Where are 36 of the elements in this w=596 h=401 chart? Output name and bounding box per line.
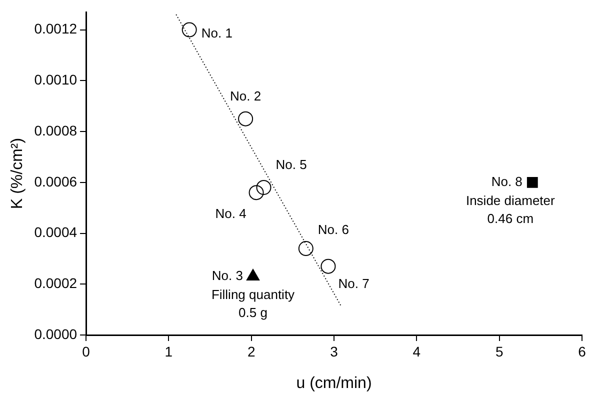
annotation: No. 3 [212,268,243,284]
y-tick-label: 0.0010 [34,72,78,88]
annotation: Filling quantity [211,287,296,302]
point [246,269,260,281]
x-tick-label: 6 [578,343,586,360]
x-tick-label: 1 [164,343,173,360]
annotation: 0.46 cm [487,210,534,226]
point [256,180,272,195]
y-tick-label: 0.0006 [34,173,78,190]
y-tick-label: 0.0000 [34,326,78,342]
point [182,22,197,38]
annotation: 0.5 g [238,305,268,320]
annotation: No. 5 [276,157,307,172]
point [238,111,254,126]
annotation: Inside diameter [466,192,556,208]
x-tick-label: 5 [495,343,504,360]
y-tick-label: 0.0012 [34,20,78,37]
x-tick-label: 2 [247,343,256,360]
x-tick-label: 4 [412,343,421,360]
y-axis-title: K (%/cm²) [9,138,26,210]
point [248,185,264,200]
point [526,176,538,188]
annotation: No. 1 [201,25,232,40]
y-tick-label: 0.0004 [34,224,78,240]
x-axis-title: u (cm/min) [296,374,372,392]
annotation: No. 4 [215,206,246,222]
annotation: No. 6 [318,222,349,238]
point [298,241,314,256]
annotation: No. 8 [491,174,522,189]
annotation: No. 2 [230,88,262,104]
point [320,258,336,274]
annotation: No. 7 [338,276,370,291]
x-tick-label: 3 [330,343,338,360]
y-tick-label: 0.0002 [34,274,78,291]
y-tick-label: 0.0008 [34,122,78,138]
x-tick-label: 0 [82,343,90,360]
